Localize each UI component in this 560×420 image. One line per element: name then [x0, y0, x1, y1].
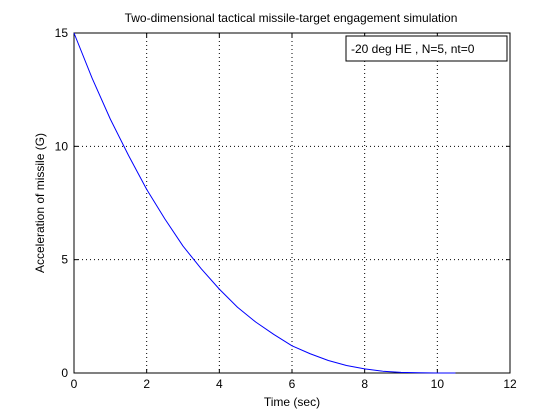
- y-tick-label: 15: [55, 26, 69, 40]
- x-tick-label: 8: [361, 377, 368, 391]
- x-tick-label: 4: [216, 377, 223, 391]
- x-axis-label: Time (sec): [264, 395, 320, 409]
- y-tick-labels: 0 5 10 15: [55, 26, 69, 380]
- x-tick-label: 0: [71, 377, 78, 391]
- y-axis-label: Acceleration of missile (G): [33, 133, 47, 273]
- series-line-0: [73, 32, 456, 374]
- y-tick-label: 5: [61, 253, 68, 267]
- series-layer: [73, 32, 456, 374]
- x-tick-label: 6: [289, 377, 296, 391]
- chart-title: Two-dimensional tactical missile-target …: [125, 11, 458, 25]
- legend: -20 deg HE , N=5, nt=0: [345, 35, 508, 62]
- legend-entry: -20 deg HE , N=5, nt=0: [351, 42, 475, 56]
- axis-ticks: [73, 32, 511, 374]
- y-tick-label: 0: [61, 366, 68, 380]
- y-tick-label: 10: [55, 139, 69, 153]
- x-tick-label: 2: [143, 377, 150, 391]
- x-tick-label: 12: [503, 377, 517, 391]
- legend-box: [345, 35, 508, 62]
- grid-lines: [74, 33, 510, 373]
- x-tick-labels: 0 2 4 6 8 10 12: [71, 377, 517, 391]
- x-tick-label: 10: [431, 377, 445, 391]
- plot-area: [73, 32, 511, 374]
